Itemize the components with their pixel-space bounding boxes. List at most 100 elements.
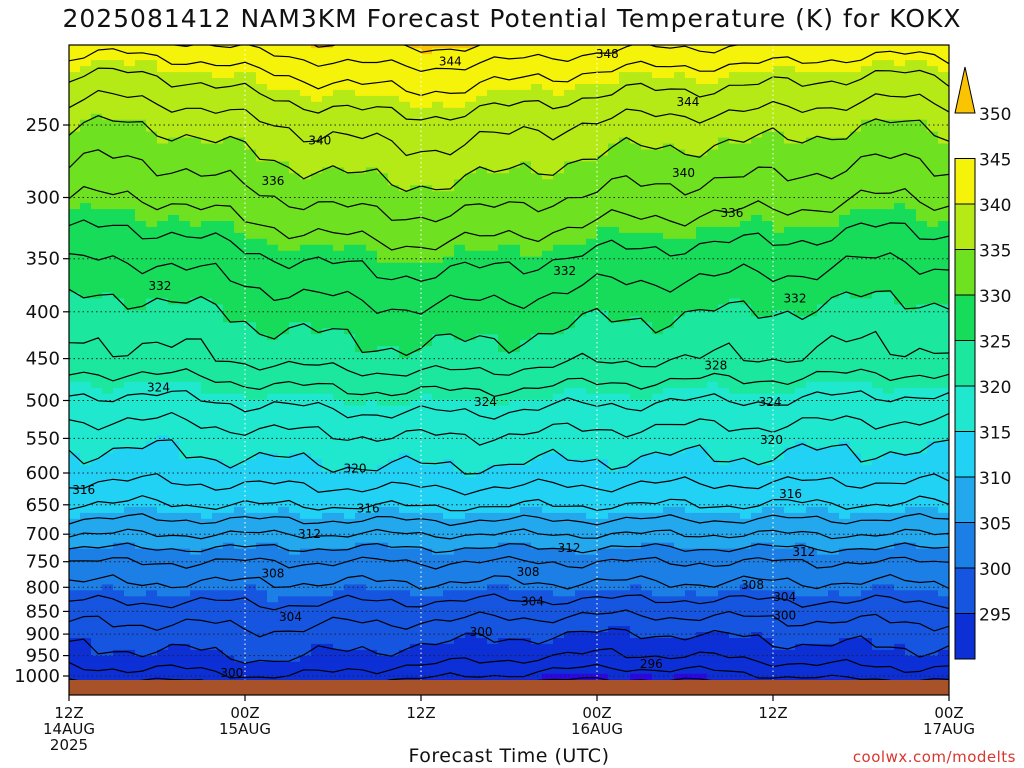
contour-310 [69,542,949,554]
x-tick-label: 12Z [406,704,435,722]
y-tick-label: 350 [26,249,60,270]
contour-label: 332 [784,292,807,306]
contour-322 [69,411,949,446]
colorbar-swatch [954,431,976,478]
contour-338 [69,149,949,223]
contour-314 [69,512,949,527]
contour-318 [69,473,949,496]
contour-328 [69,330,949,377]
contour-334 [69,219,949,282]
y-tick-label: 400 [26,302,60,323]
contour-label: 304 [279,610,302,624]
colorbar-level-label: 330 [979,287,1011,307]
contour-label: 348 [596,47,619,61]
contour-298 [69,647,949,679]
contour-300 [69,627,949,664]
colorbar-level-label: 300 [979,560,1011,580]
y-tick-label: 450 [26,349,60,370]
terrain-bar [69,680,949,695]
colorbar-swatch [954,522,976,569]
y-tick-label: 500 [26,391,60,412]
colorbar-level-label: 320 [979,378,1011,398]
x-tick-label: 12Z [758,704,787,722]
contour-label: 316 [72,483,95,497]
contour-340 [69,115,949,192]
contour-label: 304 [773,590,796,604]
contour-320 [69,439,949,475]
contour-label: 308 [517,565,540,579]
contour-324 [69,390,949,420]
plot-frame [68,44,950,696]
contour-label: 320 [760,433,783,447]
contour-344 [69,67,949,121]
colorbar-level-label: 325 [979,333,1011,353]
contour-350 [312,45,482,53]
x-tick-label: 16AUG [571,720,623,738]
y-tick-label: 550 [26,428,60,449]
x-tick-label: 12Z [54,704,83,722]
contour-label: 328 [704,359,727,373]
contour-label: 300 [773,609,796,623]
contour-336 [69,185,949,251]
colorbar-level-label: 295 [979,606,1011,626]
contour-label: 332 [553,264,576,278]
y-tick-label: 1000 [14,666,60,687]
contour-label: 336 [720,206,743,220]
contour-312 [69,528,949,540]
credit-link[interactable]: coolwx.com/modelts [852,748,1016,766]
y-tick-label: 850 [26,601,60,622]
contour-label: 304 [521,595,544,609]
colorbar-level-label: 305 [979,515,1011,535]
contour-label: 340 [672,166,695,180]
colorbar-level-label: 350 [979,105,1011,125]
contour-308 [69,555,949,570]
contour-label: 312 [298,527,321,541]
colorbar-swatch [954,294,976,341]
contour-326 [69,368,949,398]
x-axis-title: Forecast Time (UTC) [408,745,610,767]
contour-label: 316 [357,501,380,515]
y-tick-label: 800 [26,577,60,598]
contour-label: 316 [779,487,802,501]
y-tick-label: 900 [26,624,60,645]
y-tick-label: 250 [26,115,60,136]
contour-316 [69,495,949,512]
colorbar-swatch [954,340,976,387]
contour-330 [69,288,949,357]
colorbar-level-label: 345 [979,151,1011,171]
contour-342 [69,89,949,157]
colorbar-swatch [954,613,976,660]
contour-346 [69,48,949,97]
contour-label: 308 [741,578,764,592]
contour-label: 308 [261,567,284,581]
colorbar-level-label: 340 [979,196,1011,216]
colorbar-swatch [954,158,976,205]
contour-304 [69,593,949,611]
contour-label: 312 [792,545,815,559]
contour-label: 324 [147,381,170,395]
colorbar-swatch [954,567,976,614]
contour-label: 336 [261,174,284,188]
contour-label: 344 [676,95,699,109]
contour-label: 340 [308,134,331,148]
colorbar-level-label: 310 [979,469,1011,489]
y-tick-label: 650 [26,495,60,516]
contour-302 [69,609,949,638]
y-tick-label: 700 [26,524,60,545]
contour-332 [69,252,949,315]
colorbar-level-label: 335 [979,242,1011,262]
contour-label: 300 [470,625,493,639]
contour-label: 320 [344,461,367,475]
chart-title: 2025081412 NAM3KM Forecast Potential Tem… [62,4,962,33]
colorbar-swatch [954,385,976,432]
contour-label: 324 [474,395,497,409]
y-tick-label: 750 [26,552,60,573]
colorbar-swatch [954,476,976,523]
x-tick-label: 15AUG [219,720,271,738]
contour-label: 312 [558,541,581,555]
contour-306 [69,573,949,591]
x-tick-label: 00Z [934,704,963,722]
contour-label: 296 [640,657,663,671]
contour-label: 300 [220,666,243,680]
